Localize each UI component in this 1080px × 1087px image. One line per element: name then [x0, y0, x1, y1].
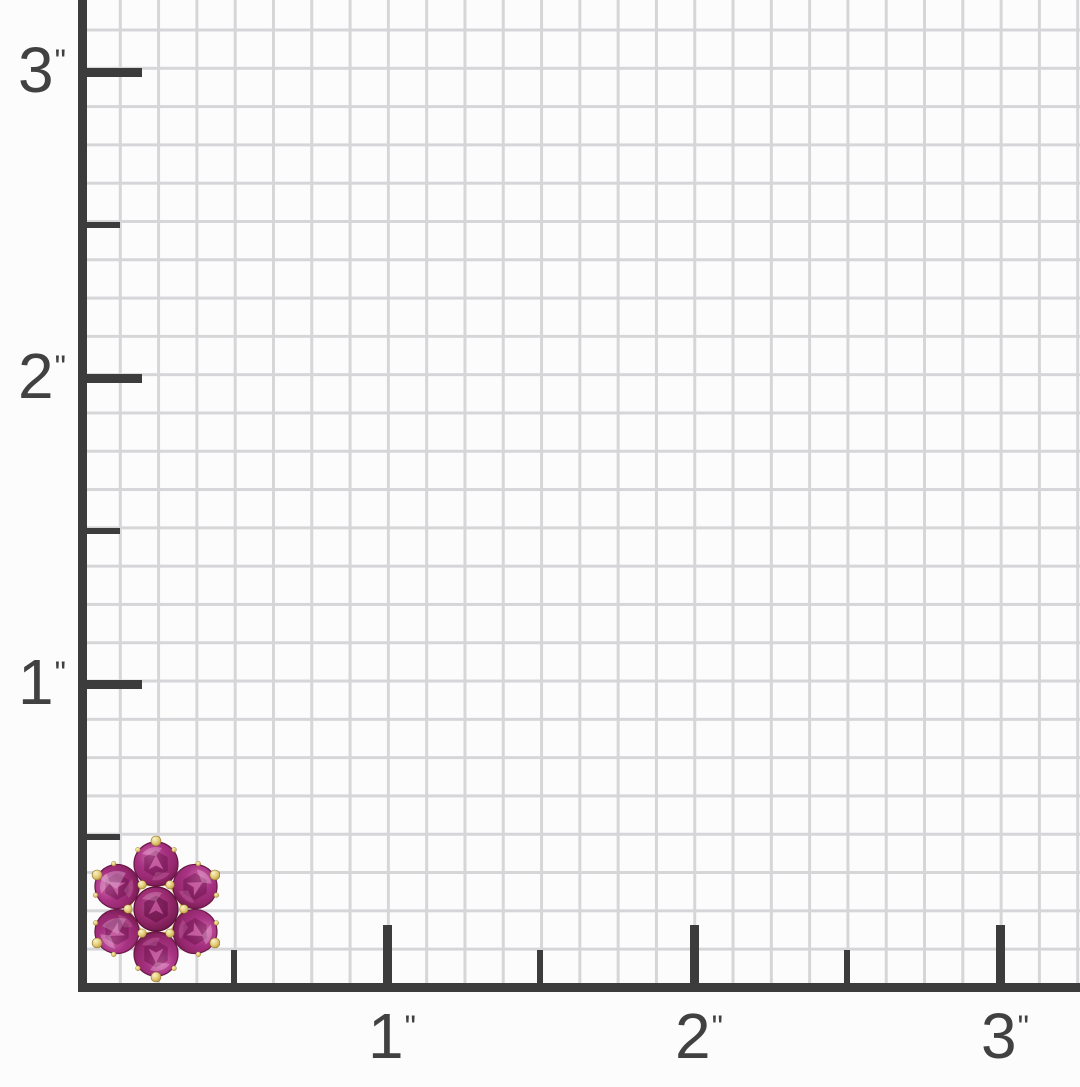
- product-photo-flower-earring: [86, 835, 220, 983]
- x-axis-minor-tick-2-5in: [844, 950, 850, 987]
- petal-gemstones: [86, 841, 220, 977]
- x-axis-major-tick-2in: [689, 925, 699, 987]
- inch-mark: ": [54, 349, 66, 386]
- inch-mark: ": [1017, 1009, 1029, 1046]
- y-axis-label-1in: 1": [0, 638, 66, 726]
- measurement-grid: [82, 0, 1080, 983]
- y-axis-label-3in-value: 3: [18, 34, 54, 106]
- inch-mark: ": [54, 43, 66, 80]
- inch-mark: ": [711, 1009, 723, 1046]
- y-axis-minor-tick-1-5in: [80, 528, 120, 534]
- y-axis-minor-tick-2-5in: [80, 222, 120, 228]
- y-axis-label-3in: 3": [0, 26, 66, 114]
- y-axis-line: [78, 0, 87, 992]
- x-axis-label-2in: 2": [629, 996, 769, 1076]
- x-axis-label-1in: 1": [322, 996, 462, 1076]
- y-axis-major-tick-2in: [80, 373, 142, 383]
- x-axis-label-2in-value: 2: [675, 1000, 711, 1072]
- y-axis-minor-tick-0-5in: [80, 834, 120, 840]
- y-axis-major-tick-3in: [80, 67, 142, 77]
- x-axis-line: [78, 983, 1080, 992]
- inch-mark: ": [54, 655, 66, 692]
- y-axis-label-1in-value: 1: [18, 646, 54, 718]
- y-axis-label-2in: 2": [0, 332, 66, 420]
- y-axis-label-2in-value: 2: [18, 340, 54, 412]
- x-axis-label-1in-value: 1: [368, 1000, 404, 1072]
- x-axis-major-tick-3in: [995, 925, 1005, 987]
- x-axis-minor-tick-1-5in: [537, 950, 543, 987]
- y-axis-major-tick-1in: [80, 679, 142, 689]
- x-axis-label-3in: 3": [935, 996, 1075, 1076]
- x-axis-label-3in-value: 3: [981, 1000, 1017, 1072]
- center-gemstone: [133, 886, 179, 932]
- x-axis-minor-tick-0-5in: [231, 950, 237, 987]
- x-axis-major-tick-1in: [382, 925, 392, 987]
- inch-mark: ": [404, 1009, 416, 1046]
